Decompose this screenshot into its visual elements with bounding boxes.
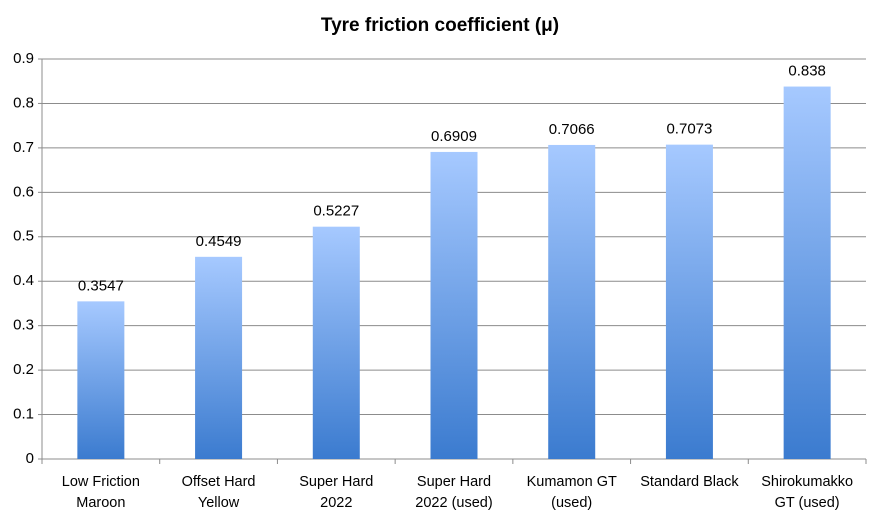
y-tick-label: 0.4 [13, 272, 34, 289]
y-tick-label: 0.6 [13, 183, 34, 200]
x-tick-label: Standard Black [640, 474, 739, 490]
bar [77, 301, 125, 459]
x-tick-label: Low Friction Maroon [61, 474, 140, 511]
bar [430, 151, 478, 459]
value-label: 0.7066 [549, 121, 595, 138]
x-tick-label: Kumamon GT (used) [526, 474, 617, 511]
value-label: 0.5227 [313, 203, 359, 220]
value-label: 0.7073 [666, 121, 712, 138]
y-tick-label: 0.8 [13, 94, 34, 111]
bar [312, 226, 360, 459]
bar [665, 144, 713, 459]
y-tick-label: 0.5 [13, 228, 34, 245]
value-label: 0.838 [788, 63, 826, 80]
x-tick-label: Super Hard 2022 (used) [415, 474, 493, 511]
y-tick-label: 0.9 [13, 50, 34, 67]
bar [783, 86, 831, 460]
value-label: 0.4549 [196, 233, 242, 250]
y-tick-label: 0 [26, 450, 34, 467]
y-tick-label: 0.1 [13, 406, 34, 423]
bar [195, 256, 243, 459]
bar [548, 144, 596, 459]
y-tick-label: 0.3 [13, 317, 34, 334]
y-tick-label: 0.7 [13, 139, 34, 156]
x-tick-label: Offset Hard Yellow [181, 474, 256, 511]
x-tick-label: Shirokumakko GT (used) [761, 474, 854, 511]
value-label: 0.6909 [431, 128, 477, 145]
x-tick-label: Super Hard 2022 [299, 474, 374, 511]
chart-title: Tyre friction coefficient (μ) [321, 15, 559, 36]
y-tick-label: 0.2 [13, 361, 34, 378]
value-label: 0.3547 [78, 277, 124, 294]
